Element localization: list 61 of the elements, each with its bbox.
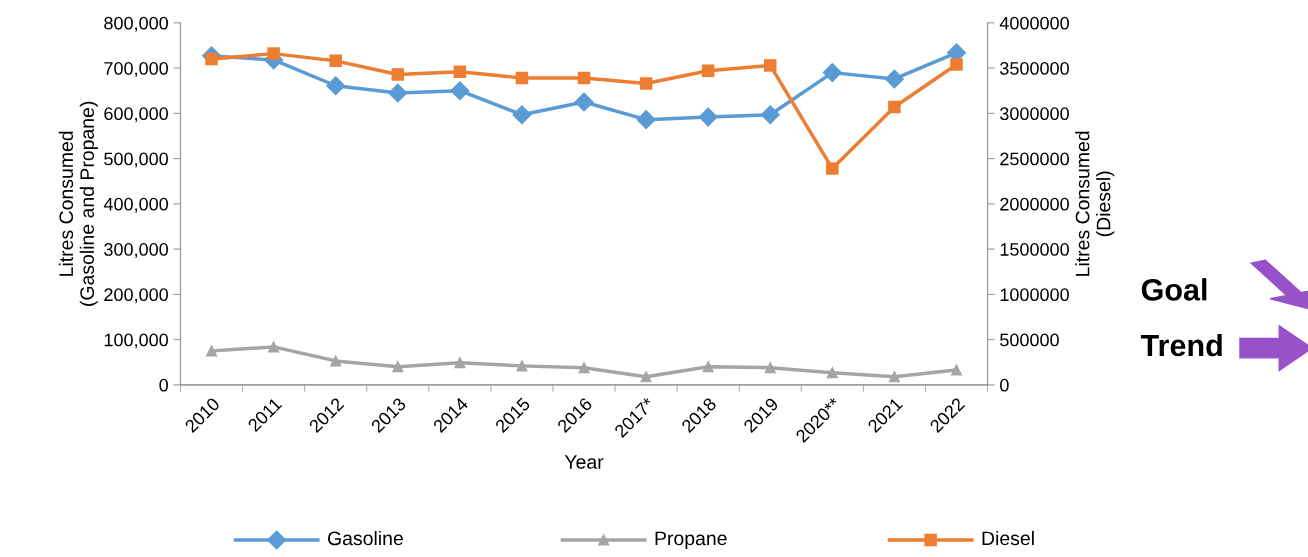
point	[760, 105, 780, 125]
point	[636, 110, 656, 130]
y2-tick-label: 3000000	[1000, 107, 1069, 121]
legend-label: Propane	[655, 531, 727, 550]
point	[512, 105, 532, 125]
y2-tick-label: 4000000	[999, 16, 1069, 30]
y2-tick-label: 1000000	[1000, 288, 1069, 302]
y-tick-label: 600,000	[104, 107, 168, 123]
point	[888, 100, 901, 114]
y-tick-label: 800,000	[104, 16, 168, 32]
y-axis-title: Litres Consumed (Gasoline and Propane)	[58, 101, 98, 306]
point	[574, 92, 594, 112]
point	[326, 76, 346, 96]
point	[454, 357, 466, 369]
point	[453, 65, 467, 78]
y2-tick-label: 0	[1000, 378, 1009, 392]
point	[639, 77, 653, 90]
point	[577, 71, 591, 85]
y-tick-label: 300,000	[104, 243, 168, 258]
point	[450, 81, 470, 101]
y2-tick-label: 3500000	[1000, 62, 1069, 75]
y2-tick-label: 500000	[1000, 333, 1059, 347]
y2-tick-label: 2000000	[1000, 197, 1069, 211]
point	[391, 68, 405, 81]
point	[764, 59, 777, 72]
y-tick-label: 200,000	[104, 288, 168, 304]
point	[702, 361, 714, 373]
text: Trend	[1140, 333, 1222, 357]
point	[640, 371, 652, 383]
point	[888, 371, 900, 383]
y2-tick-label: 1500000	[1000, 243, 1069, 256]
y2-tick-label: 2500000	[1000, 152, 1069, 166]
point	[950, 364, 963, 376]
point	[515, 71, 529, 85]
point	[950, 58, 963, 71]
y-tick-label: 500,000	[104, 152, 168, 168]
x-axis-title: Year	[564, 455, 604, 469]
point	[884, 69, 904, 89]
point	[330, 355, 342, 367]
point	[826, 162, 839, 175]
point	[329, 54, 342, 68]
y-tick-label: 0	[159, 378, 168, 392]
point	[516, 360, 528, 372]
legend-label: Diesel	[982, 530, 1034, 546]
legend-label: Gasoline	[327, 530, 403, 546]
point	[392, 361, 404, 373]
point	[205, 345, 218, 357]
point	[267, 47, 280, 60]
y-tick-label: 100,000	[104, 333, 168, 349]
y2-axis-title: Litres Consumed (Diesel)	[1075, 131, 1115, 276]
point	[698, 107, 718, 127]
point	[764, 362, 776, 374]
point	[822, 63, 842, 83]
y-tick-label: 700,000	[104, 62, 168, 77]
point	[701, 64, 715, 78]
point	[826, 367, 838, 379]
point	[388, 83, 408, 103]
y-tick-label: 400,000	[103, 197, 168, 213]
point	[578, 362, 590, 374]
text: Goal	[1141, 278, 1207, 301]
point	[268, 341, 280, 353]
